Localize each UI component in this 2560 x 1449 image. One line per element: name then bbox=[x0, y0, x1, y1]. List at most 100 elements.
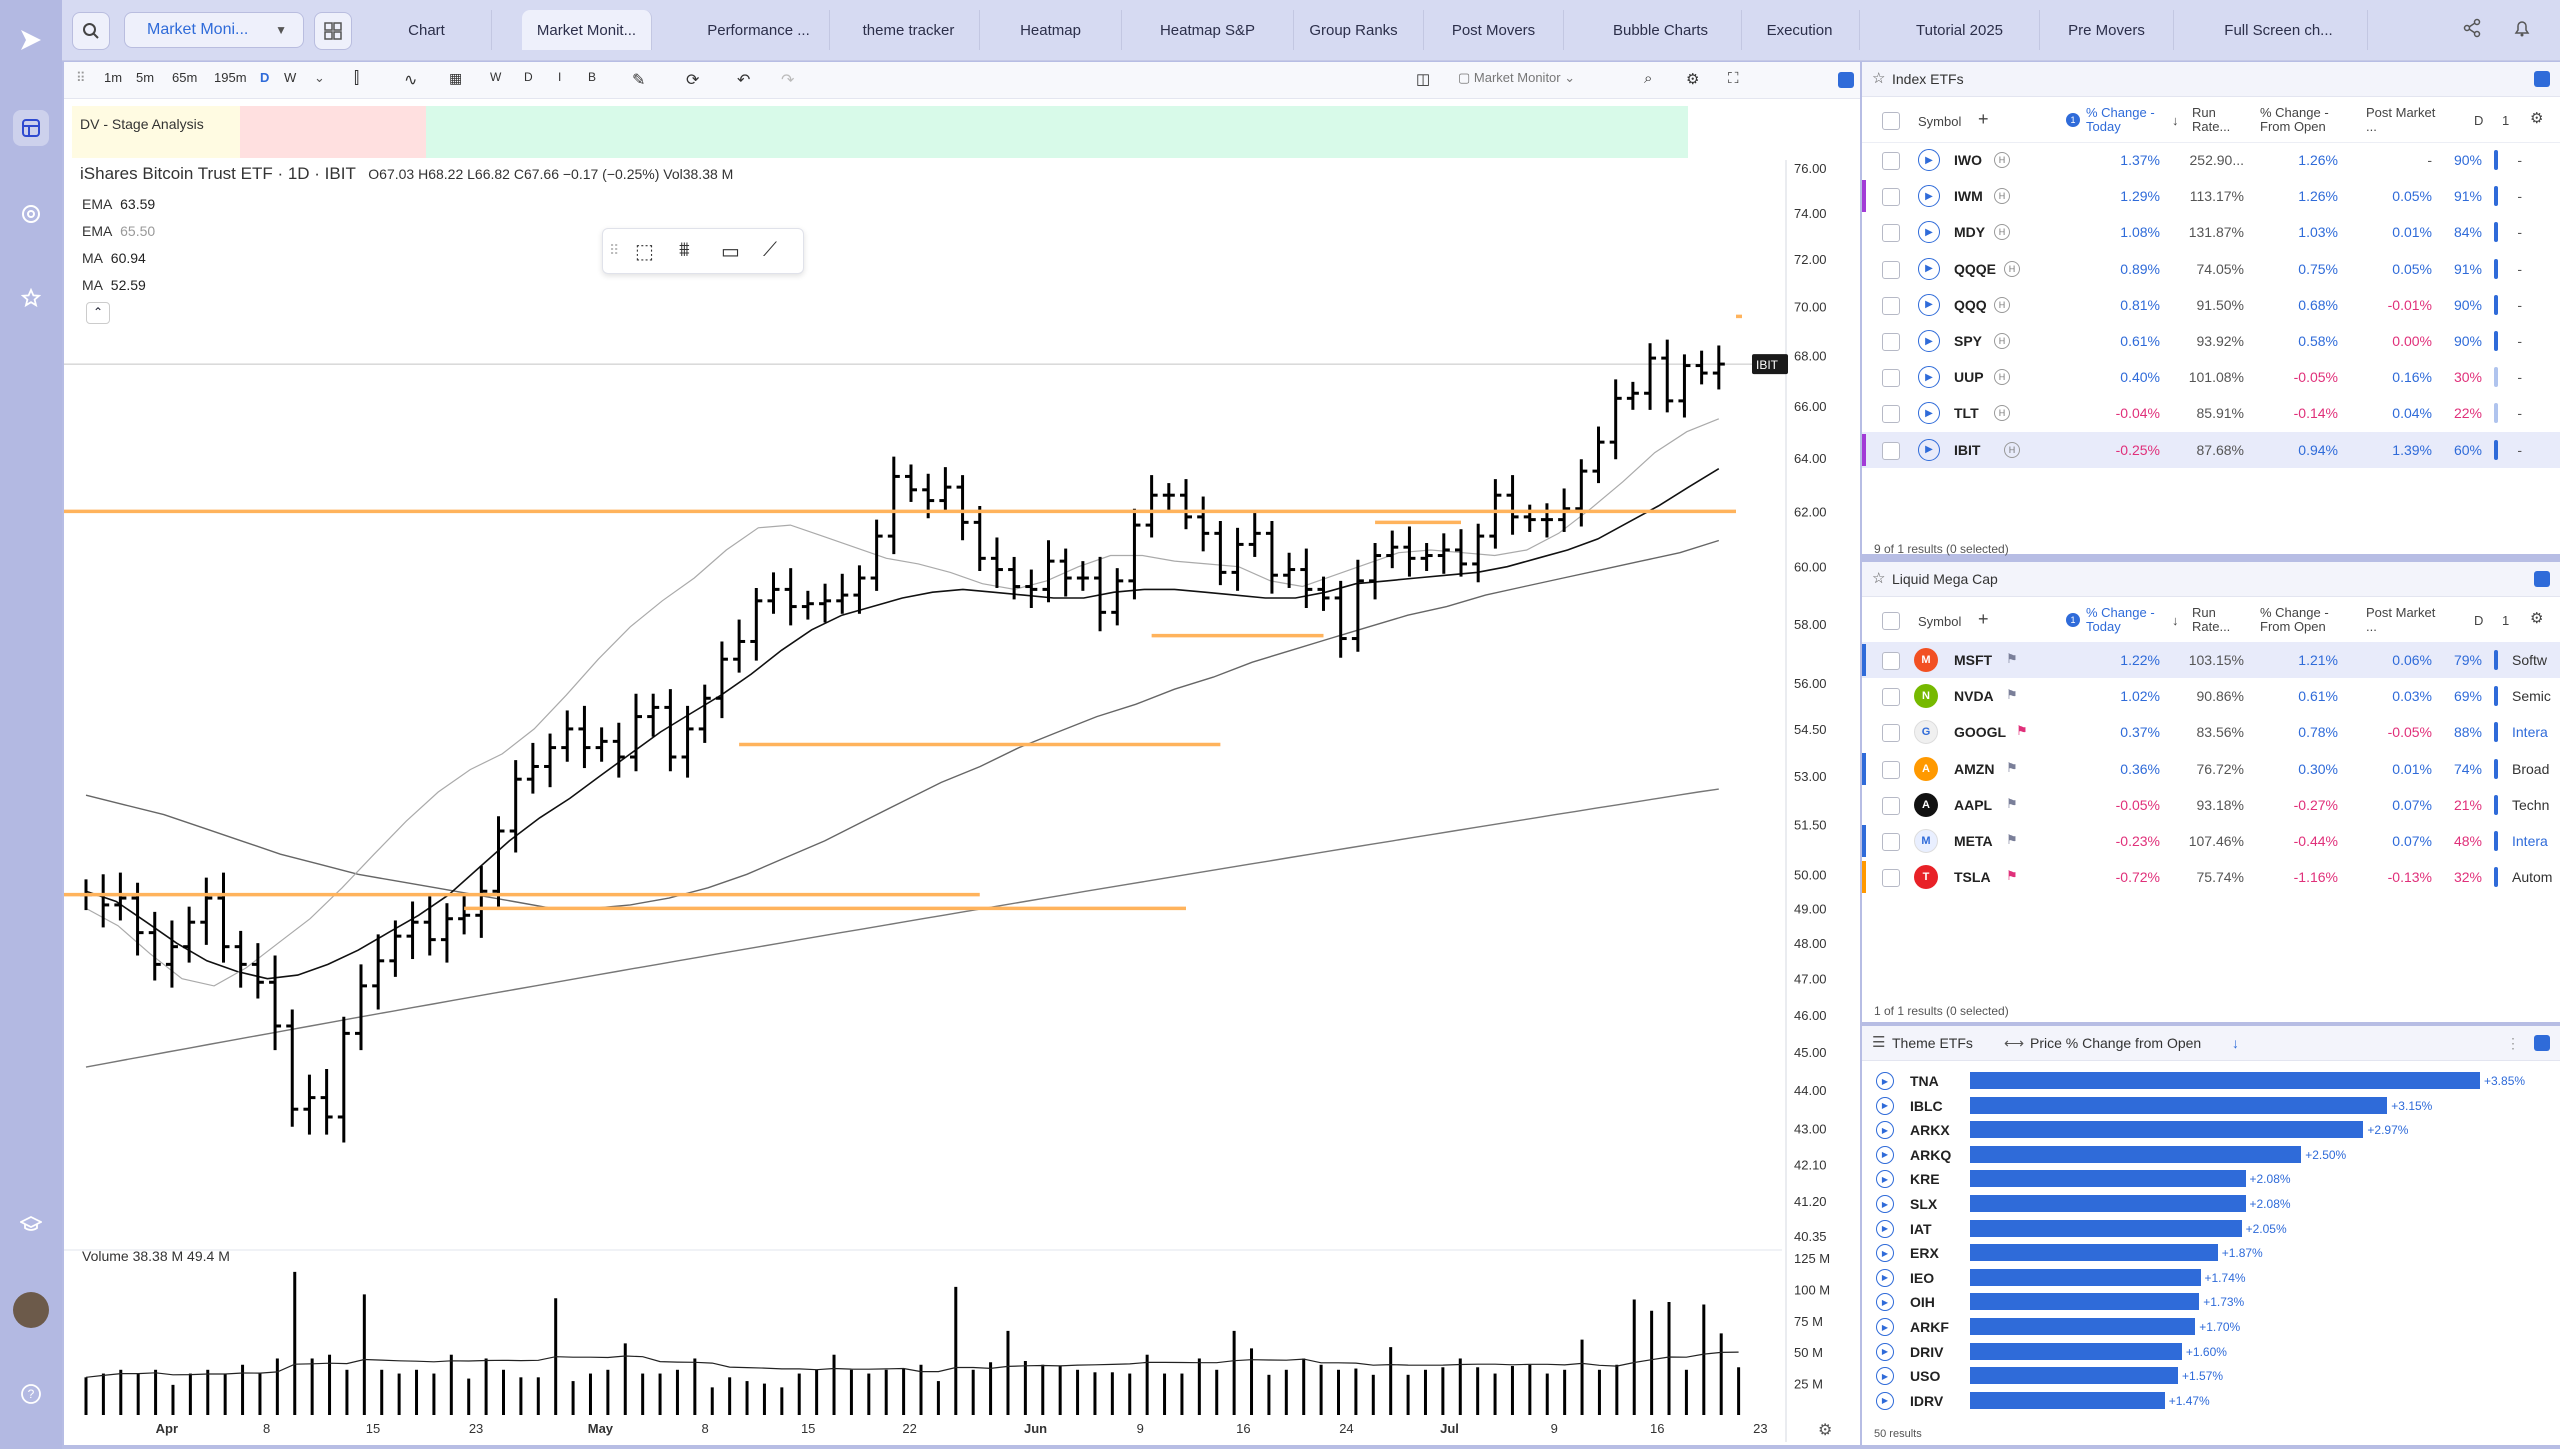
play-icon[interactable]: ▶ bbox=[1918, 149, 1940, 171]
play-icon[interactable]: ▶ bbox=[1876, 1342, 1894, 1361]
gear-icon[interactable]: ⚙ bbox=[2530, 610, 2544, 627]
bar-style-icon[interactable]: ⫿ bbox=[354, 70, 360, 87]
symbol[interactable]: IWM bbox=[1954, 188, 1983, 205]
flag-icon[interactable]: ⚑ bbox=[2006, 795, 2018, 811]
symbol[interactable]: TSLA bbox=[1954, 869, 1991, 886]
fib-tool-icon[interactable]: ⩩ bbox=[679, 239, 690, 261]
tab-6[interactable]: Heatmap S&P bbox=[1122, 10, 1294, 50]
tab-8[interactable]: Post Movers bbox=[1424, 10, 1564, 50]
star-icon[interactable]: ☆ bbox=[1872, 70, 1886, 87]
row-checkbox[interactable] bbox=[1882, 296, 1900, 315]
gear-icon[interactable]: ⚙ bbox=[1686, 71, 1700, 88]
chart-layout-selector[interactable]: ▢ Market Monitor ⌄ bbox=[1458, 70, 1575, 86]
holdings-icon[interactable]: H bbox=[1994, 369, 2010, 386]
help-nav-icon[interactable]: ? bbox=[13, 1376, 49, 1412]
row-checkbox[interactable] bbox=[1882, 188, 1900, 207]
select-all-checkbox[interactable] bbox=[1882, 112, 1900, 130]
table-row[interactable]: ▶ TLT H -0.04% 85.91% -0.14% 0.04% 22% - bbox=[1862, 395, 2560, 431]
flag-icon[interactable]: ⚑ bbox=[2016, 723, 2028, 739]
share-icon[interactable] bbox=[2462, 18, 2482, 43]
theme-symbol[interactable]: TNA bbox=[1910, 1073, 1939, 1089]
theme-sort-label[interactable]: Price % Change from Open bbox=[2030, 1035, 2202, 1051]
timeframe-d[interactable]: D bbox=[260, 70, 270, 85]
table-row[interactable]: M META ⚑ -0.23% 107.46% -0.44% 0.07% 48% Intera bbox=[1862, 823, 2560, 859]
trendline-tool-icon[interactable]: ⟋ bbox=[763, 239, 777, 261]
play-icon[interactable]: ▶ bbox=[1918, 257, 1940, 280]
table-row[interactable]: ▶ UUP H 0.40% 101.08% -0.05% 0.16% 30% - bbox=[1862, 359, 2560, 395]
symbol[interactable]: IBIT bbox=[1954, 441, 1981, 458]
theme-symbol[interactable]: IDRV bbox=[1910, 1392, 1944, 1409]
play-icon[interactable]: ▶ bbox=[1876, 1072, 1894, 1090]
play-icon[interactable]: ▶ bbox=[1918, 438, 1940, 461]
col-post-market[interactable]: Post Market ... bbox=[2366, 605, 2436, 634]
symbol[interactable]: MSFT bbox=[1954, 652, 1993, 668]
table-row[interactable]: T TSLA ⚑ -0.72% 75.74% -1.16% -0.13% 32% Autom bbox=[1862, 859, 2560, 895]
layout-nav-icon[interactable] bbox=[13, 110, 49, 146]
select-all-checkbox[interactable] bbox=[1882, 612, 1900, 630]
play-icon[interactable]: ▶ bbox=[1876, 1293, 1894, 1312]
table-row[interactable]: M MSFT ⚑ 1.22% 103.15% 1.21% 0.06% 79% Softw bbox=[1862, 642, 2560, 678]
col-change-open[interactable]: % Change - From Open bbox=[2260, 605, 2329, 634]
comment-tool-icon[interactable]: ▭ bbox=[721, 241, 740, 263]
flag-icon[interactable]: ⚑ bbox=[2006, 687, 2018, 703]
legend-collapse-button[interactable]: ⌃ bbox=[86, 302, 110, 324]
chart-panel[interactable] bbox=[64, 62, 1860, 1445]
play-icon[interactable]: ▶ bbox=[1876, 1219, 1894, 1238]
panel-link-badge[interactable] bbox=[2534, 1035, 2550, 1051]
tab-3[interactable]: Performance ... bbox=[688, 10, 830, 50]
templates-icon[interactable]: ▦ bbox=[449, 70, 463, 86]
play-icon[interactable]: ▶ bbox=[1876, 1391, 1894, 1410]
tab-1[interactable]: Chart bbox=[362, 10, 492, 50]
table-row[interactable]: ▶ IBIT H -0.25% 87.68% 0.94% 1.39% 60% - bbox=[1862, 431, 2560, 468]
col-change-today[interactable]: % Change - Today bbox=[2086, 605, 2155, 634]
play-icon[interactable]: ▶ bbox=[1876, 1145, 1894, 1164]
holdings-icon[interactable]: H bbox=[1994, 405, 2010, 422]
row-checkbox[interactable] bbox=[1882, 760, 1900, 779]
mode-d[interactable]: D bbox=[524, 70, 533, 84]
chevron-down-icon[interactable]: ⌄ bbox=[314, 70, 325, 85]
flag-icon[interactable]: ⚑ bbox=[2006, 868, 2018, 884]
table-row[interactable]: ▶ SPY H 0.61% 93.92% 0.58% 0.00% 90% - bbox=[1862, 323, 2560, 359]
play-icon[interactable]: ▶ bbox=[1876, 1268, 1894, 1287]
holdings-icon[interactable]: H bbox=[1994, 296, 2010, 313]
col-1[interactable]: 1 bbox=[2502, 113, 2510, 128]
timeframe-65m[interactable]: 65m bbox=[172, 70, 198, 85]
mode-i[interactable]: I bbox=[558, 70, 562, 84]
col-1[interactable]: 1 bbox=[2502, 613, 2510, 628]
symbol[interactable]: QQQ bbox=[1954, 296, 1987, 313]
timeframe-1m[interactable]: 1m bbox=[104, 70, 123, 85]
timeframe-195m[interactable]: 195m bbox=[214, 70, 247, 85]
play-icon[interactable]: ▶ bbox=[1918, 330, 1940, 352]
row-checkbox[interactable] bbox=[1882, 652, 1900, 670]
tab-9[interactable]: Bubble Charts bbox=[1580, 10, 1742, 50]
app-logo-icon[interactable] bbox=[13, 22, 49, 58]
theme-symbol[interactable]: ERX bbox=[1910, 1245, 1939, 1262]
layout-grid-button[interactable] bbox=[314, 12, 352, 50]
symbol[interactable]: QQQE bbox=[1954, 260, 1997, 277]
col-post-market[interactable]: Post Market ... bbox=[2366, 105, 2436, 134]
play-icon[interactable]: ▶ bbox=[1876, 1318, 1894, 1336]
tab-4[interactable]: theme tracker bbox=[838, 10, 980, 50]
pencil-icon[interactable]: ✎ bbox=[632, 72, 646, 89]
play-icon[interactable]: ▶ bbox=[1918, 366, 1940, 389]
row-checkbox[interactable] bbox=[1882, 441, 1900, 460]
holdings-icon[interactable]: H bbox=[1994, 152, 2010, 168]
zoom-icon[interactable]: ⌕ bbox=[1644, 70, 1653, 87]
symbol[interactable]: IWO bbox=[1954, 152, 1982, 168]
chart-settings-icon[interactable]: ⚙ bbox=[1818, 1422, 1833, 1439]
price-chart[interactable]: 76.00 74.00 72.00 70.00 68.00 66.00 64.00 62.00… bbox=[64, 160, 1860, 1443]
mode-w[interactable]: W bbox=[490, 70, 502, 84]
col-symbol[interactable]: Symbol bbox=[1918, 614, 1962, 629]
drag-handle-icon[interactable]: ⠿ bbox=[76, 70, 86, 85]
table-row[interactable]: N NVDA ⚑ 1.02% 90.86% 0.61% 0.03% 69% Semic bbox=[1862, 678, 2560, 714]
panel-link-badge[interactable] bbox=[2534, 571, 2550, 587]
holdings-icon[interactable]: H bbox=[2004, 260, 2020, 277]
play-icon[interactable]: ▶ bbox=[1876, 1244, 1894, 1263]
play-icon[interactable]: ▶ bbox=[1876, 1367, 1894, 1386]
refresh-icon[interactable]: ⟳ bbox=[686, 72, 700, 89]
table-row[interactable]: A AAPL ⚑ -0.05% 93.18% -0.27% 0.07% 21% Techn bbox=[1862, 787, 2560, 823]
play-icon[interactable]: ▶ bbox=[1876, 1121, 1894, 1140]
col-symbol[interactable]: Symbol bbox=[1918, 114, 1962, 129]
row-checkbox[interactable] bbox=[1882, 724, 1900, 743]
redo-icon[interactable]: ↷ bbox=[781, 72, 795, 89]
